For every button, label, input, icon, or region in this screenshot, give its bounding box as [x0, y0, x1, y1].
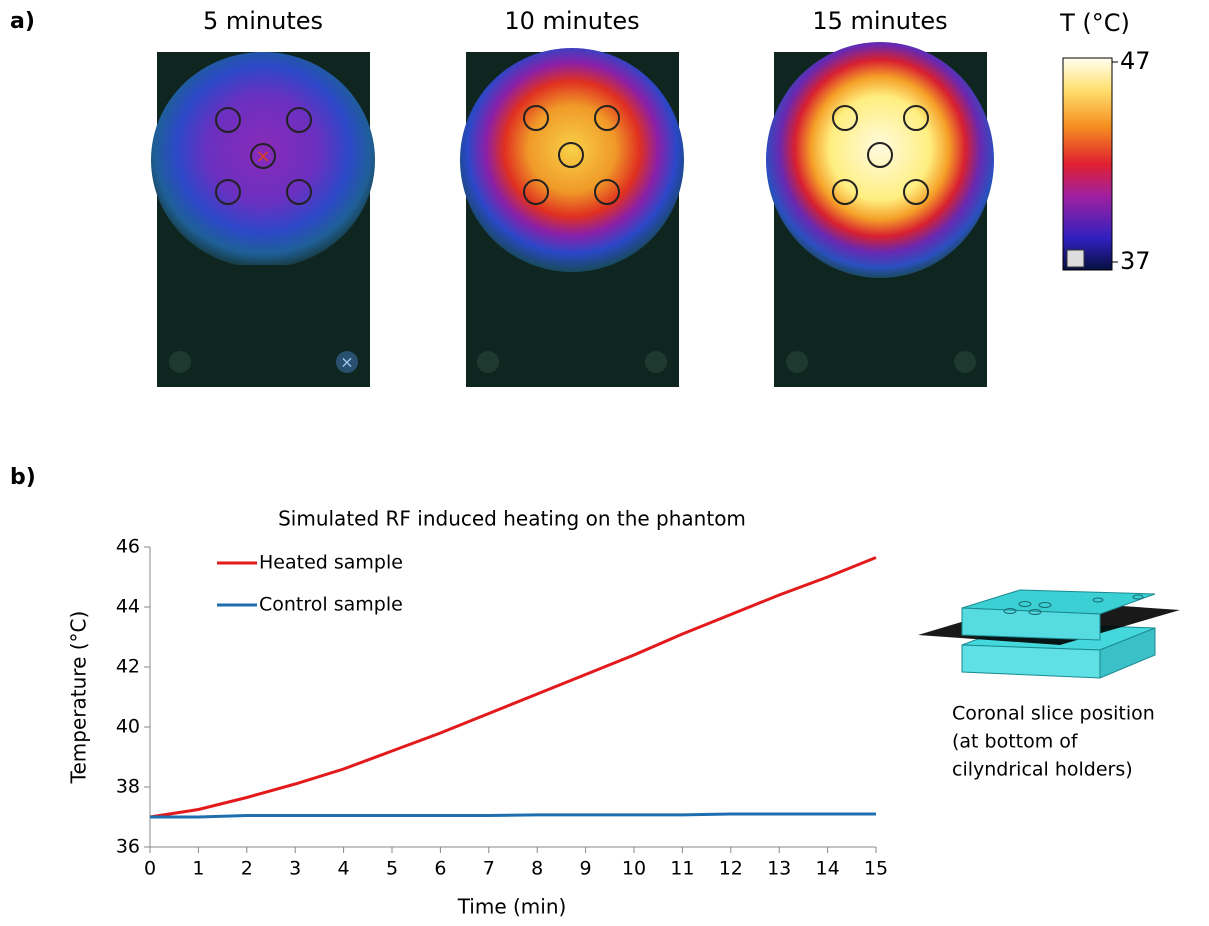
- legend-label: Heated sample: [259, 552, 403, 574]
- x-tick-label: 4: [338, 858, 350, 880]
- icon: [1066, 249, 1085, 268]
- x-axis-label: Time (min): [457, 895, 567, 919]
- inset-caption: cilyndrical holders): [952, 759, 1133, 781]
- panel-label: b): [10, 465, 36, 490]
- x-tick-label: 7: [483, 858, 495, 880]
- y-tick-label: 38: [116, 776, 140, 798]
- legend-label: Control sample: [259, 594, 403, 616]
- chart-title: Simulated RF induced heating on the phan…: [278, 507, 746, 531]
- x-tick-label: 0: [144, 858, 156, 880]
- x-tick-label: 13: [767, 858, 791, 880]
- x-tick-label: 14: [816, 858, 840, 880]
- svg-text:×: ×: [340, 353, 353, 372]
- heatmap: × ×: [151, 52, 375, 387]
- inset-caption: (at bottom of: [952, 731, 1079, 753]
- x-tick-label: 1: [192, 858, 204, 880]
- x-tick-label: 15: [864, 858, 888, 880]
- x-tick-label: 9: [580, 858, 592, 880]
- heatmap: [766, 42, 994, 387]
- y-tick-label: 42: [116, 656, 140, 678]
- colorbar-tick-label: 47: [1120, 47, 1151, 75]
- panel-label: a): [10, 9, 35, 34]
- heatmap-title: 5 minutes: [203, 7, 323, 35]
- x-tick-label: 2: [241, 858, 253, 880]
- series-line: [149, 556, 877, 819]
- x-tick-label: 10: [622, 858, 646, 880]
- inset-caption: Coronal slice position: [952, 703, 1155, 725]
- y-tick-label: 40: [116, 716, 140, 738]
- heatmap: [460, 48, 684, 387]
- x-tick-label: 6: [434, 858, 446, 880]
- colorbar-label: T (°C): [1059, 9, 1130, 37]
- heatmap-title: 15 minutes: [812, 7, 947, 35]
- y-axis-label: Temperature (°C): [67, 611, 91, 785]
- heatmap-title: 10 minutes: [504, 7, 639, 35]
- y-tick-label: 46: [116, 536, 140, 558]
- x-tick-label: 3: [289, 858, 301, 880]
- x-tick-label: 11: [670, 858, 694, 880]
- x-tick-label: 8: [531, 858, 543, 880]
- y-tick-label: 36: [116, 836, 140, 858]
- svg-text:×: ×: [255, 146, 270, 167]
- colorbar: [1062, 57, 1113, 271]
- colorbar-tick-label: 37: [1120, 247, 1151, 275]
- x-tick-label: 12: [719, 858, 743, 880]
- inset-3d: [918, 589, 1180, 679]
- x-tick-label: 5: [386, 858, 398, 880]
- y-tick-label: 44: [116, 596, 140, 618]
- series-line: [150, 812, 876, 819]
